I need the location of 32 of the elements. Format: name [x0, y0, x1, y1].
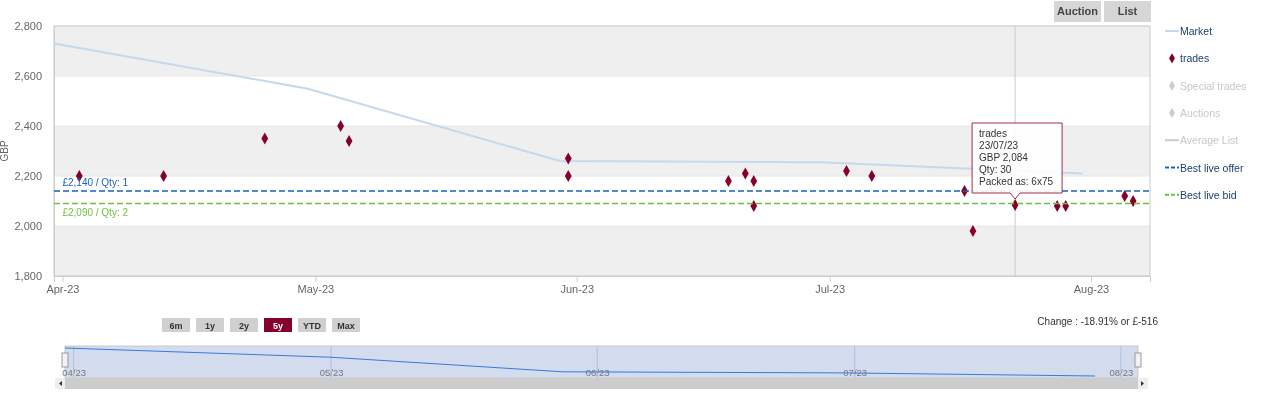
tab-button: Auction [1054, 1, 1101, 22]
annotation: £2,140 / Qty: 1 [62, 177, 129, 188]
text: Change : -18.91% or £-516 [1037, 316, 1159, 327]
legend-label: trades [1180, 52, 1210, 65]
tab-button: List [1104, 1, 1151, 22]
legend-label: Best live bid [1180, 188, 1237, 201]
line-series [53, 42, 1084, 175]
x-tick-label: Aug-23 [1073, 282, 1110, 295]
range-button: YTD [298, 318, 326, 332]
y-tick-label: 2,600 [14, 70, 42, 83]
y-tick-label: 2,200 [14, 170, 42, 183]
x-tick-label: Apr-23 [46, 282, 80, 295]
x-tick-label: 08/23 [1109, 367, 1134, 378]
annotation: trades 23/07/23 GBP 2,084 Qty: 30 Packed as: 6x75 [979, 128, 1054, 187]
x-tick-label: Jun-23 [560, 282, 595, 295]
y-tick-label: 2,400 [14, 120, 42, 133]
legend-label: Best live offer [1180, 161, 1244, 174]
y-tick-label: 2,800 [14, 20, 42, 33]
range-button: 6m [162, 318, 190, 332]
legend-label: Market [1180, 25, 1213, 37]
x-tick-label: May-23 [297, 282, 335, 295]
annotation: £2,090 / Qty: 2 [62, 206, 129, 218]
x-tick-label: Jul-23 [815, 282, 846, 295]
range-button: 2y [230, 318, 258, 332]
x-tick-label: 05/23 [319, 367, 344, 378]
range-button: 1y [196, 318, 224, 332]
x-tick-label: 04/23 [62, 367, 86, 378]
y-axis-title: GBP [0, 140, 10, 162]
range-button: Max [332, 318, 360, 332]
range-button: 5y [264, 318, 292, 332]
y-tick-label: 1,800 [14, 270, 42, 283]
y-tick-label: 2,000 [14, 220, 42, 233]
